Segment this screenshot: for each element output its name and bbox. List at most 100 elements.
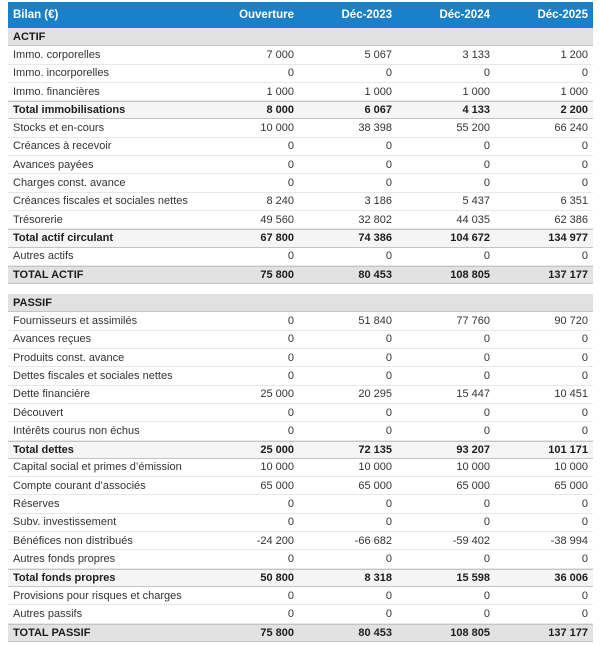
cell-value: 6 351 <box>560 195 588 208</box>
cell-value: 8 318 <box>364 571 393 584</box>
cell-value: 134 977 <box>548 232 588 245</box>
row-label: Subv. investissement <box>13 516 117 529</box>
table-row: Total fonds propres 50 800 8 318 15 598 36 0… <box>8 568 593 587</box>
cell-value: 0 <box>287 552 295 565</box>
cell-value: 2 200 <box>560 104 588 117</box>
cell-value: 0 <box>385 177 393 190</box>
table-row: Dette financière 25 000 20 295 15 447 10 451 <box>8 385 593 404</box>
cell-value: 0 <box>385 498 393 511</box>
column-header-dec-2025: Déc-2025 <box>537 9 588 21</box>
cell-value: 0 <box>483 67 490 80</box>
table-row: Immo. incorporelles 0 0 0 0 <box>8 64 593 83</box>
cell-value: 0 <box>581 516 588 529</box>
cell-value: 75 800 <box>260 626 295 639</box>
cell-value: 0 <box>581 333 588 346</box>
cell-value: 65 000 <box>358 479 393 492</box>
cell-value: 0 <box>385 607 393 620</box>
cell-value: 0 <box>385 158 393 171</box>
cell-value: 0 <box>581 140 588 153</box>
cell-value: 1 000 <box>266 85 295 98</box>
cell-value: 36 006 <box>554 571 588 584</box>
cell-value: -59 402 <box>452 534 490 547</box>
cell-value: 25 000 <box>260 443 295 456</box>
table-row: Total dettes 25 000 72 135 93 207 101 171 <box>8 440 593 459</box>
table-row: Dettes fiscales et sociales nettes 0 0 0 0 <box>8 367 593 386</box>
table-row: Autres passifs 0 0 0 0 <box>8 605 593 624</box>
cell-value: 51 840 <box>358 315 393 328</box>
cell-value: 0 <box>581 177 588 190</box>
row-label: Découvert <box>13 406 64 419</box>
row-label: Charges const. avance <box>13 177 126 190</box>
cell-value: 0 <box>385 140 393 153</box>
cell-value: 93 207 <box>456 443 490 456</box>
cell-value: 101 171 <box>548 443 588 456</box>
cell-value: 67 800 <box>260 232 295 245</box>
cell-value: 0 <box>287 333 295 346</box>
cell-value: 0 <box>385 67 393 80</box>
cell-value: 62 386 <box>554 213 588 226</box>
cell-value: 8 240 <box>266 195 295 208</box>
cell-value: 0 <box>483 369 490 382</box>
column-header-dec-2024: Déc-2024 <box>439 9 490 21</box>
cell-value: 5 067 <box>364 48 393 61</box>
cell-value: 0 <box>483 177 490 190</box>
row-label: Fournisseurs et assimilés <box>13 315 138 328</box>
table-row: Bénéfices non distribués -24 200 -66 682 -5… <box>8 532 593 551</box>
cell-value: 10 000 <box>260 122 295 135</box>
cell-value: 10 000 <box>554 461 588 474</box>
cell-value: 66 240 <box>554 122 588 135</box>
cell-value: 0 <box>581 67 588 80</box>
cell-value: 0 <box>483 607 490 620</box>
row-label: Total fonds propres <box>13 571 116 584</box>
cell-value: 0 <box>287 424 295 437</box>
cell-value: 10 451 <box>554 388 588 401</box>
cell-value: -38 994 <box>550 534 588 547</box>
table-row: Découvert 0 0 0 0 <box>8 403 593 423</box>
cell-value: 0 <box>385 351 393 364</box>
row-label: Autres passifs <box>13 607 83 620</box>
cell-value: 0 <box>581 369 588 382</box>
cell-value: 0 <box>287 607 295 620</box>
cell-value: 80 453 <box>358 269 393 281</box>
cell-value: 108 805 <box>450 626 490 639</box>
cell-value: 6 067 <box>364 104 393 117</box>
row-label: Provisions pour risques et charges <box>13 589 182 602</box>
row-label: Dettes fiscales et sociales nettes <box>13 369 173 382</box>
cell-value: 3 186 <box>364 195 393 208</box>
row-label: Immo. financières <box>13 85 100 98</box>
table-row: Réserves 0 0 0 0 <box>8 495 593 514</box>
cell-value: 0 <box>287 369 295 382</box>
row-label: Capital social et primes d’émission <box>13 461 182 474</box>
row-label: Immo. incorporelles <box>13 67 109 80</box>
section-passif: PASSIF Fournisseurs et assimilés 0 51 840 77… <box>8 294 593 642</box>
cell-value: 0 <box>483 158 490 171</box>
section-title: PASSIF <box>13 296 52 309</box>
cell-value: -24 200 <box>256 534 295 547</box>
cell-value: 32 802 <box>358 213 393 226</box>
table-row: Capital social et primes d’émission 10 00… <box>8 458 593 478</box>
cell-value: 0 <box>483 498 490 511</box>
table-row: Fournisseurs et assimilés 0 51 840 77 760 90… <box>8 312 593 331</box>
cell-value: 0 <box>581 589 588 602</box>
cell-value: 0 <box>581 406 588 419</box>
cell-value: 0 <box>581 552 588 565</box>
cell-value: 0 <box>483 351 490 364</box>
cell-value: -66 682 <box>354 534 393 547</box>
table-body: ACTIF Immo. corporelles 7 000 5 067 3 133 1 2… <box>8 28 593 642</box>
row-label: TOTAL ACTIF <box>13 269 84 281</box>
table-row: TOTAL PASSIF 75 800 80 453 108 805 137 177 <box>8 623 593 642</box>
cell-value: 77 760 <box>456 315 490 328</box>
cell-value: 15 447 <box>456 388 490 401</box>
cell-value: 10 000 <box>358 461 393 474</box>
row-label: Stocks et en-cours <box>13 122 105 135</box>
cell-value: 0 <box>287 351 295 364</box>
row-label: Immo. corporelles <box>13 48 101 61</box>
row-label: Bénéfices non distribués <box>13 534 133 547</box>
balance-sheet-table: Bilan (€) Ouverture Déc-2023 Déc-2024 Dé… <box>8 2 593 642</box>
cell-value: 0 <box>385 333 393 346</box>
column-header-dec-2023: Déc-2023 <box>341 9 393 21</box>
row-label: Avances reçues <box>13 333 92 346</box>
cell-value: 74 386 <box>358 232 393 245</box>
cell-value: 65 000 <box>260 479 295 492</box>
cell-value: 65 000 <box>554 479 588 492</box>
